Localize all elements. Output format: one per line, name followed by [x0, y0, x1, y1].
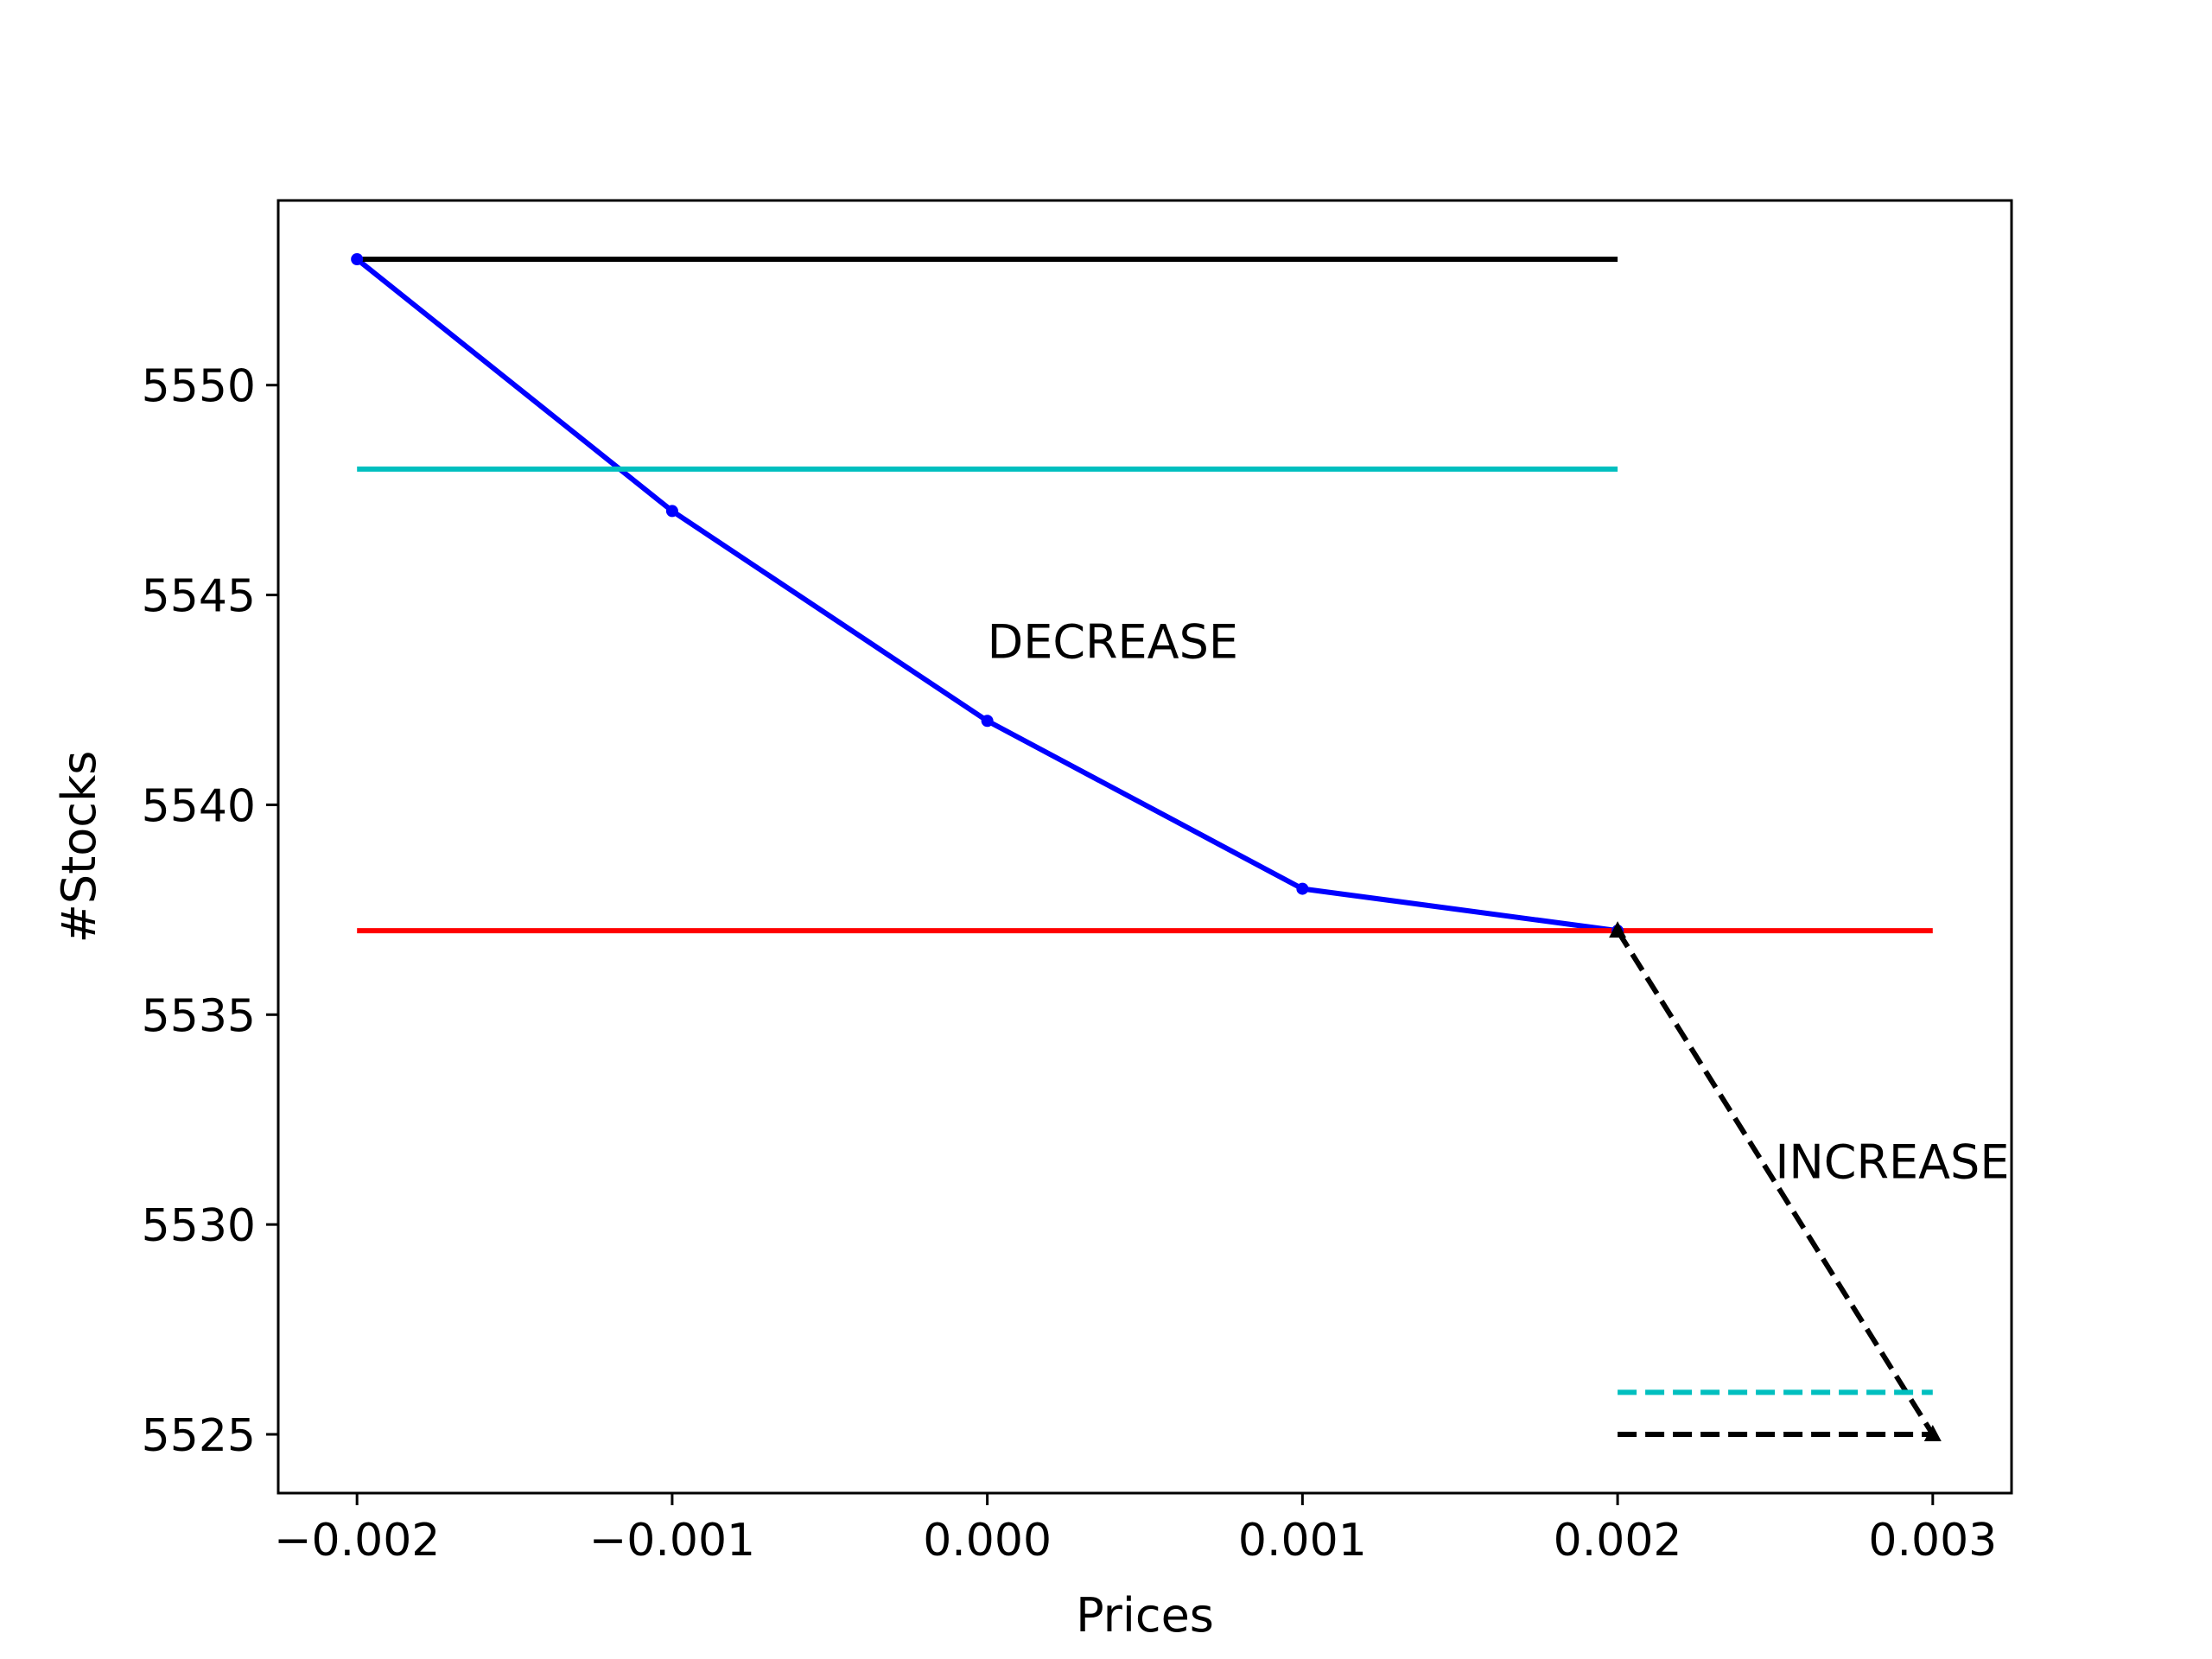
x-tick-label: 0.003: [1868, 1515, 1997, 1567]
data-point-series-1-3: [981, 715, 994, 728]
x-axis-label: Prices: [1076, 1588, 1214, 1643]
series-line-2: [1615, 929, 1936, 1436]
triangle-point-series-2-1: [1609, 921, 1627, 938]
y-tick-label: 5530: [142, 1200, 256, 1252]
y-tick-label: 5545: [142, 571, 256, 623]
data-point-series-1-1: [351, 253, 364, 265]
y-tick-label: 5525: [142, 1410, 256, 1462]
x-tick-label: −0.002: [274, 1515, 440, 1567]
triangle-point-series-2-2: [1923, 1425, 1942, 1441]
annotation-decrease: DECREASE: [988, 614, 1238, 669]
annotation-increase: INCREASE: [1775, 1135, 2009, 1190]
x-axis-ticks: −0.002 −0.001 0.000 0.001 0.002 0.003: [274, 1493, 1997, 1567]
annotation-layer: DECREASE INCREASE: [988, 614, 2010, 1189]
x-tick-label: −0.001: [589, 1515, 755, 1567]
x-tick-label: 0.001: [1238, 1515, 1367, 1567]
y-tick-label: 5535: [142, 990, 256, 1042]
plot-frame: [276, 199, 2013, 1495]
marker-layer: [351, 253, 1942, 1441]
y-axis-ticks: 5525 5530 5535 5540 5545 5550: [142, 361, 278, 1462]
data-point-series-1-2: [665, 505, 678, 518]
x-tick-label: 0.002: [1554, 1515, 1682, 1567]
y-axis-label: #Stocks: [52, 751, 106, 944]
x-tick-label: 0.000: [923, 1515, 1052, 1567]
y-tick-label: 5540: [142, 780, 256, 832]
data-point-series-1-4: [1296, 882, 1309, 895]
y-tick-label: 5550: [142, 361, 256, 413]
